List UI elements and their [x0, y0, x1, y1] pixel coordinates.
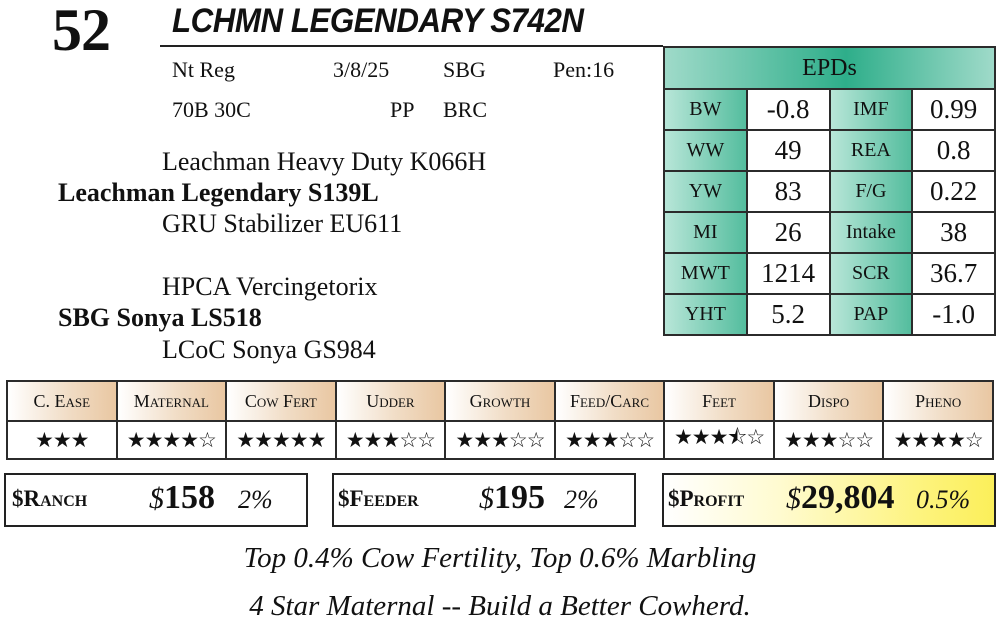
profit-index-box: $Profit $29,804 0.5%: [662, 473, 996, 527]
dam: SBG Sonya LS518: [58, 303, 262, 332]
sire-dam: GRU Stabilizer EU611: [162, 209, 403, 238]
profit-index-label: $Profit: [668, 486, 745, 511]
sire-sire: Leachman Heavy Duty K066H: [162, 147, 487, 176]
feeder-index-value: $195: [479, 479, 545, 517]
epd-title: EPDs: [663, 46, 996, 90]
feeder-currency: $: [479, 482, 494, 515]
feet-stars-icon: ★★★⯪☆: [663, 420, 775, 460]
epd-row: YW 83 F/G 0.22: [663, 170, 996, 213]
registration: Nt Reg: [172, 57, 235, 82]
profit-index-value: $29,804: [786, 479, 895, 517]
epd-value-mwt: 1214: [745, 252, 831, 295]
birth-date: 3/8/25: [333, 57, 390, 82]
epd-label-mi: MI: [663, 211, 748, 254]
epd-value-yw: 83: [745, 170, 831, 213]
sire: Leachman Legendary S139L: [58, 178, 379, 207]
color: BRC: [443, 97, 488, 122]
disposition-stars-icon: ★★★☆☆: [772, 420, 885, 460]
epd-row: YHT 5.2 PAP -1.0: [663, 293, 996, 336]
trait-disposition: Dispo: [772, 380, 885, 422]
epd-value-intake: 38: [911, 211, 996, 254]
feeder-index-label: $Feeder: [338, 486, 419, 511]
ranch-index-box: $Ranch $158 2%: [4, 473, 308, 527]
epd-value-yht: 5.2: [745, 293, 831, 336]
epd-value-bw: -0.8: [745, 88, 831, 131]
epd-value-rea: 0.8: [911, 129, 996, 172]
star-rating-grid: C. Ease Maternal Cow Fert Udder Growth F…: [6, 380, 994, 460]
feeder-value: 195: [494, 479, 545, 516]
epd-label-mwt: MWT: [663, 252, 748, 295]
feed-carcass-stars-icon: ★★★☆☆: [553, 420, 666, 460]
trait-feet: Feet: [663, 380, 775, 422]
star-row: ★★★ ★★★★☆ ★★★★★ ★★★☆☆ ★★★☆☆ ★★★☆☆ ★★★⯪☆ …: [6, 420, 994, 460]
ranch-index-label: $Ranch: [12, 486, 88, 511]
epd-label-imf: IMF: [828, 88, 914, 131]
feeder-index-box: $Feeder $195 2%: [332, 473, 636, 527]
epd-label-intake: Intake: [828, 211, 914, 254]
epd-value-ww: 49: [745, 129, 831, 172]
title-divider: [160, 45, 663, 47]
lot-number: 52: [52, 0, 111, 63]
epd-row: MI 26 Intake 38: [663, 211, 996, 254]
profit-index-percentile: 0.5%: [916, 485, 971, 514]
epd-label-scr: SCR: [828, 252, 914, 295]
epd-value-mi: 26: [745, 211, 831, 254]
epd-label-pap: PAP: [828, 293, 914, 336]
trait-feed-carcass: Feed/Carc: [553, 380, 666, 422]
ranch-value: 158: [164, 479, 215, 516]
epd-value-imf: 0.99: [911, 88, 996, 131]
trait-growth: Growth: [444, 380, 556, 422]
trait-udder: Udder: [334, 380, 447, 422]
epd-label-ww: WW: [663, 129, 748, 172]
calving-ease-stars-icon: ★★★: [6, 420, 118, 460]
trait-cow-fertility: Cow Fert: [225, 380, 337, 422]
ranch-index-value: $158: [149, 479, 215, 517]
epd-table: EPDs BW -0.8 IMF 0.99 WW 49 REA 0.8 YW 8…: [663, 46, 996, 336]
epd-label-fg: F/G: [828, 170, 914, 213]
ranch-index-percentile: 2%: [238, 485, 273, 514]
epd-value-pap: -1.0: [911, 293, 996, 336]
growth-stars-icon: ★★★☆☆: [444, 420, 556, 460]
epd-label-rea: REA: [828, 129, 914, 172]
breeder: SBG: [443, 57, 486, 82]
polled-status: PP: [390, 97, 415, 122]
trait-calving-ease: C. Ease: [6, 380, 118, 422]
phenotype-stars-icon: ★★★★☆: [882, 420, 994, 460]
ranch-currency: $: [149, 482, 164, 515]
trait-header-row: C. Ease Maternal Cow Fert Udder Growth F…: [6, 380, 994, 422]
profit-currency: $: [786, 482, 801, 515]
epd-label-yht: YHT: [663, 293, 748, 336]
animal-name: LCHMN LEGENDARY S742N: [172, 2, 584, 40]
epd-label-bw: BW: [663, 88, 748, 131]
feeder-index-percentile: 2%: [564, 485, 599, 514]
dam-dam: LCoC Sonya GS984: [162, 335, 376, 364]
composition: 70B 30C: [172, 97, 251, 122]
trait-maternal: Maternal: [115, 380, 228, 422]
cow-fertility-stars-icon: ★★★★★: [225, 420, 337, 460]
dam-sire: HPCA Vercingetorix: [162, 272, 378, 301]
highlight-note-1: Top 0.4% Cow Fertility, Top 0.6% Marblin…: [243, 542, 757, 574]
highlight-note-2: 4 Star Maternal -- Build a Better Cowher…: [249, 590, 751, 622]
udder-stars-icon: ★★★☆☆: [334, 420, 447, 460]
epd-row: BW -0.8 IMF 0.99: [663, 88, 996, 131]
epd-row: MWT 1214 SCR 36.7: [663, 252, 996, 295]
epd-label-yw: YW: [663, 170, 748, 213]
epd-value-fg: 0.22: [911, 170, 996, 213]
epd-row: WW 49 REA 0.8: [663, 129, 996, 172]
profit-value: 29,804: [801, 479, 895, 516]
epd-value-scr: 36.7: [911, 252, 996, 295]
trait-phenotype: Pheno: [882, 380, 994, 422]
maternal-stars-icon: ★★★★☆: [115, 420, 228, 460]
pen: Pen:16: [553, 57, 615, 82]
